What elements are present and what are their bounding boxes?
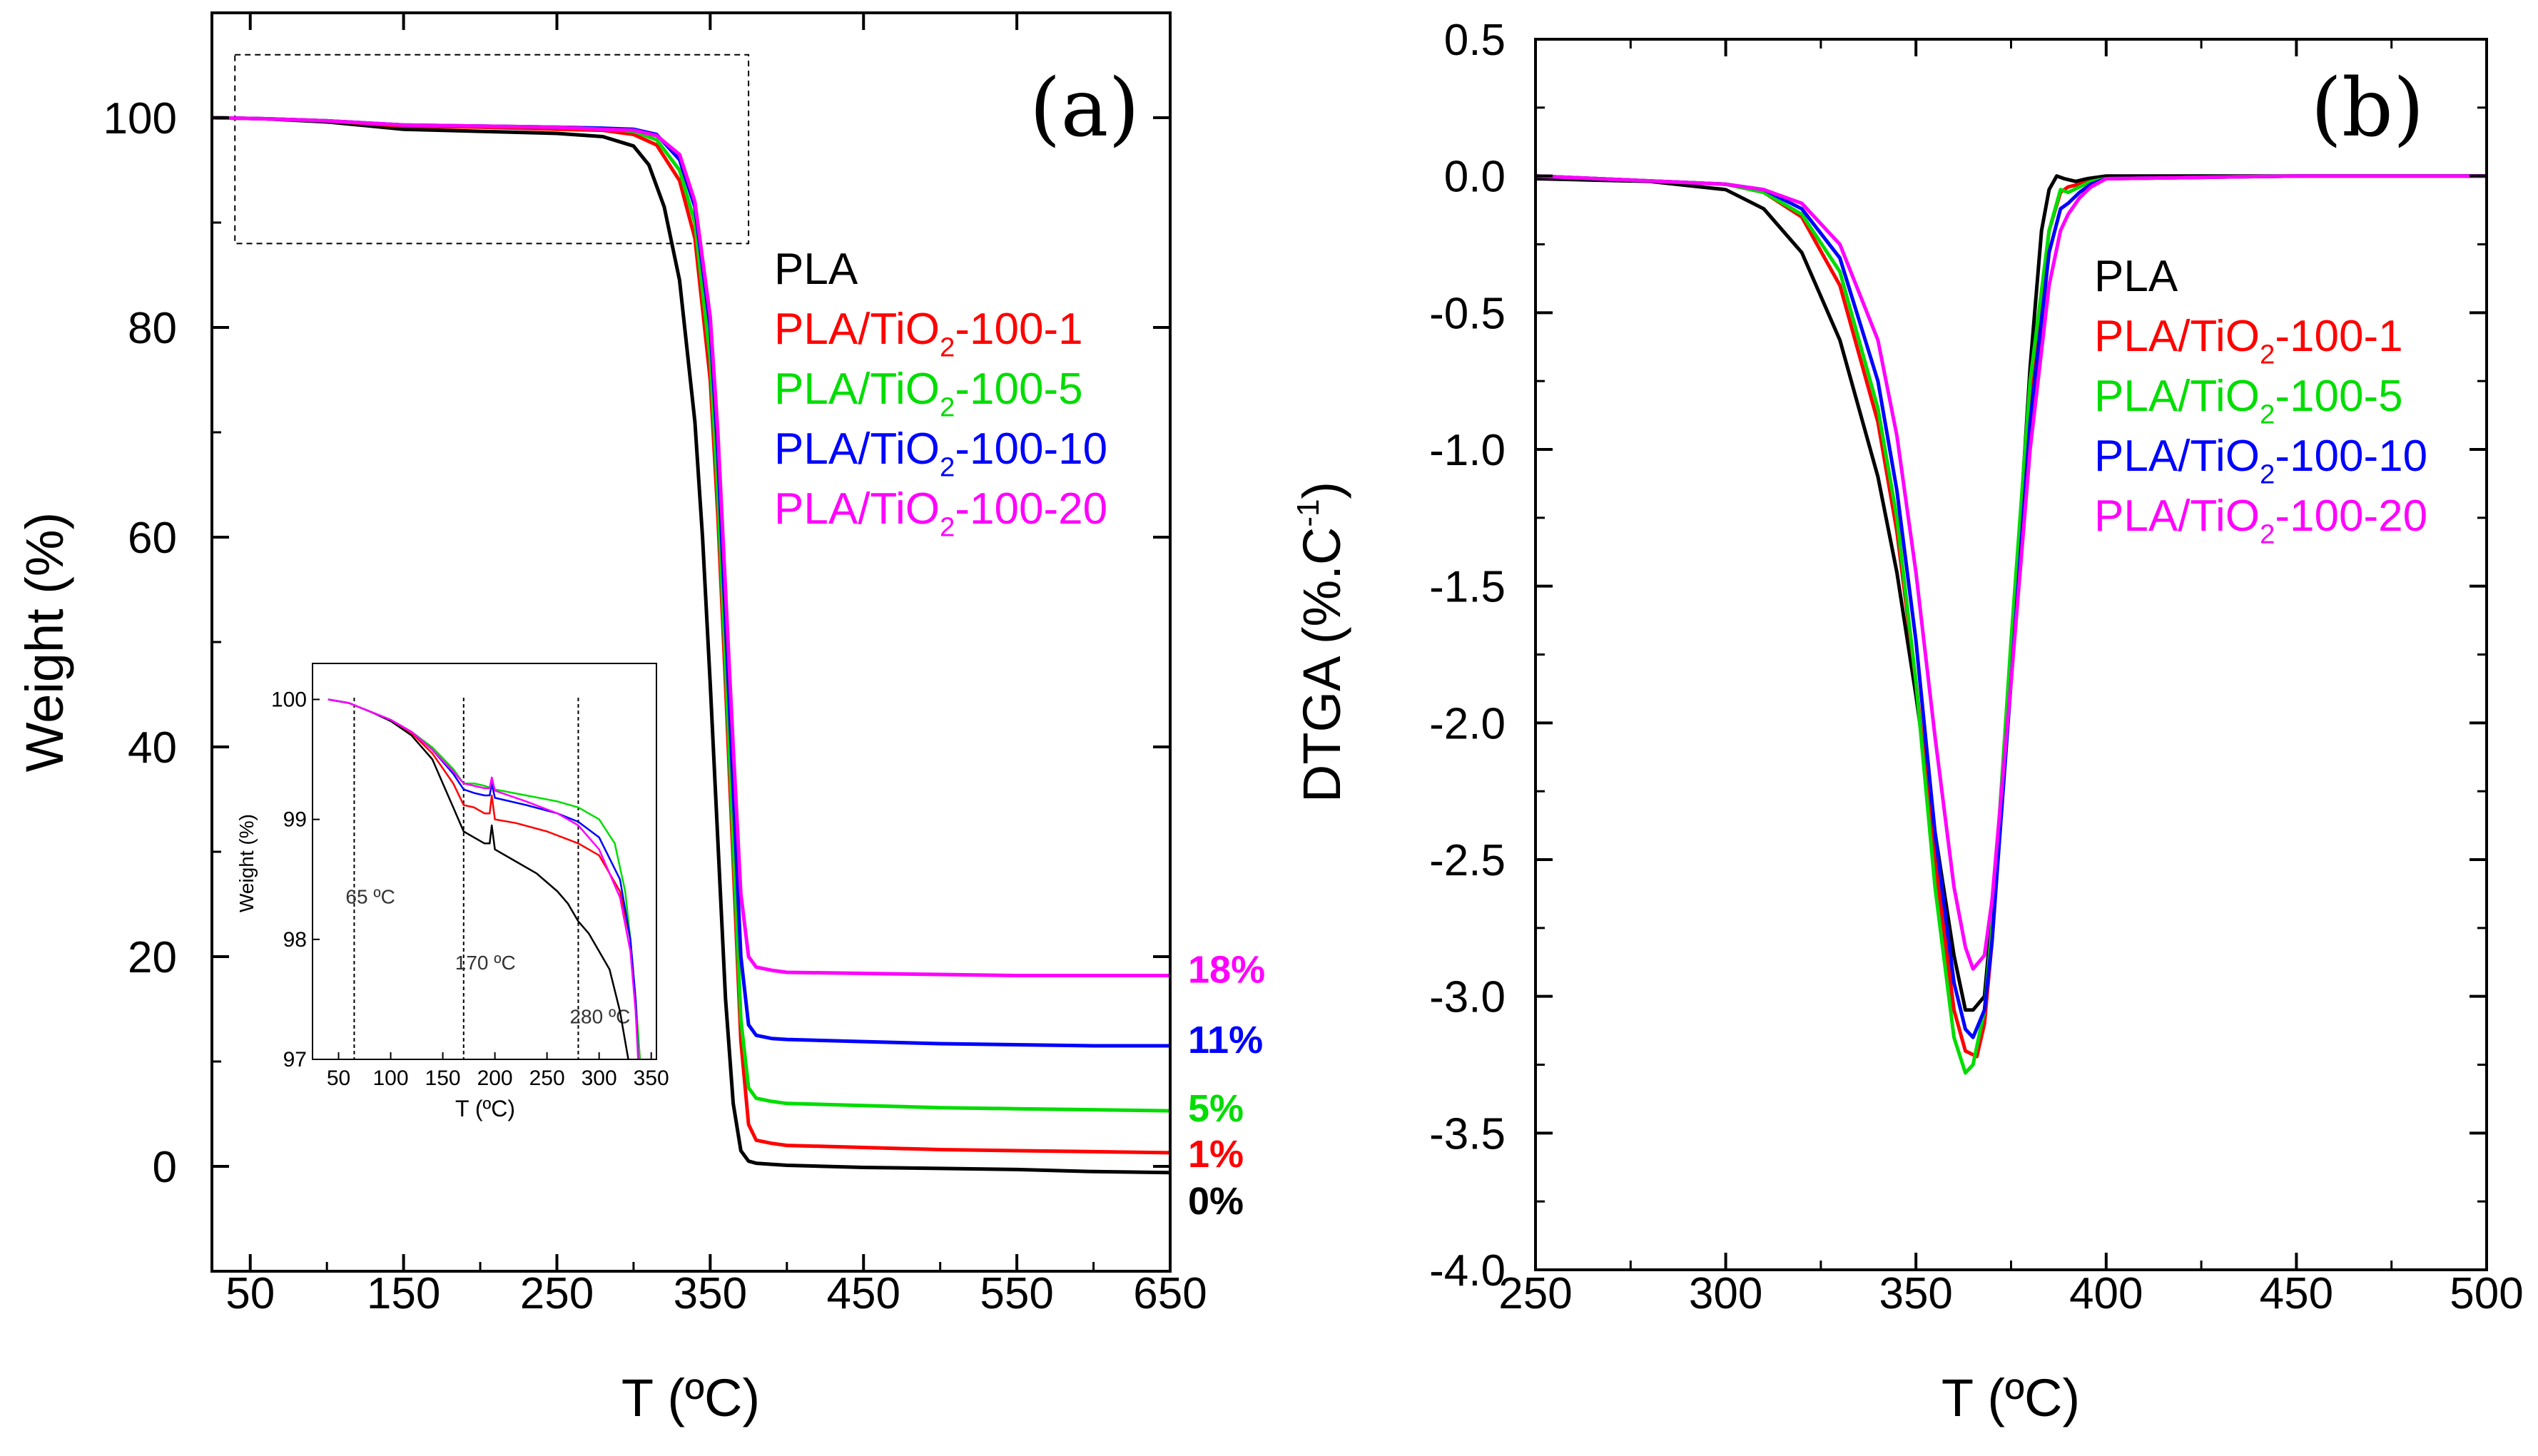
y-tick-label: -3.0 xyxy=(1429,973,1506,1022)
x-tick-label: 350 xyxy=(674,1269,747,1318)
legend-item-4: PLA/TiO2-100-20 xyxy=(2094,492,2427,549)
series-line-1 xyxy=(1535,174,2487,1059)
plot-frame xyxy=(210,11,1172,1273)
end-label: 18% xyxy=(1188,948,1265,991)
x-tick-label: 500 xyxy=(2450,1269,2523,1318)
series-line-0 xyxy=(1535,174,2487,1012)
y-tick-label: 60 xyxy=(128,514,177,563)
legend-item-0: PLA xyxy=(774,245,858,294)
y-tick-label: 0.5 xyxy=(1444,16,1506,65)
inset-frame xyxy=(312,663,657,1060)
x-tick-label: 250 xyxy=(520,1269,594,1318)
legend-item-1: PLA/TiO2-100-1 xyxy=(774,305,1083,362)
inset-x-tick-label: 50 xyxy=(327,1066,350,1090)
x-tick-label: 450 xyxy=(2260,1269,2333,1318)
legend-item-2: PLA/TiO2-100-5 xyxy=(774,365,1083,422)
inset-y-axis-label: Weight (%) xyxy=(235,814,258,912)
y-tick-label: 40 xyxy=(128,723,177,773)
inset-series xyxy=(328,698,641,1059)
series-line-4 xyxy=(1535,174,2487,971)
inset-y-tick-label: 97 xyxy=(283,1048,307,1071)
x-tick-label: 350 xyxy=(1879,1269,1952,1318)
inset-x-tick-label: 250 xyxy=(529,1066,565,1090)
legend-item-4: PLA/TiO2-100-20 xyxy=(774,484,1107,542)
x-axis-label: T (ºC) xyxy=(1941,1368,2080,1427)
inset-x-tick-label: 200 xyxy=(477,1066,513,1090)
series-line-3 xyxy=(1535,174,2487,1039)
x-tick-label: 400 xyxy=(2069,1269,2143,1318)
panel-label: (a) xyxy=(1030,62,1139,155)
x-tick-label: 650 xyxy=(1133,1269,1207,1318)
y-tick-label: 80 xyxy=(128,304,177,353)
inset-y-tick-label: 98 xyxy=(283,928,307,952)
y-tick-label: -3.5 xyxy=(1429,1109,1506,1159)
legend-item-1: PLA/TiO2-100-1 xyxy=(2094,312,2403,370)
x-tick-label: 50 xyxy=(225,1269,275,1318)
series-line-2 xyxy=(1535,174,2487,1075)
y-tick-label: 0 xyxy=(153,1143,177,1192)
y-tick-label: 0.0 xyxy=(1444,153,1506,202)
inset-y-tick-label: 100 xyxy=(271,688,307,711)
series-line-0 xyxy=(211,116,1171,1175)
inset-y-tick-label: 99 xyxy=(283,808,307,832)
inset-series-line-0 xyxy=(328,698,629,1059)
inset-x-tick-label: 100 xyxy=(373,1066,409,1090)
inset-series-line-4 xyxy=(328,698,639,1059)
y-tick-label: -2.5 xyxy=(1429,836,1506,885)
y-tick-label: -4.0 xyxy=(1429,1246,1506,1295)
end-label: 11% xyxy=(1188,1019,1263,1062)
legend-item-3: PLA/TiO2-100-10 xyxy=(774,424,1107,482)
y-tick-label: -0.5 xyxy=(1429,289,1506,338)
inset-frame-bg xyxy=(312,663,657,1060)
y-tick-label: -1.5 xyxy=(1429,563,1506,612)
x-axis-label: T (ºC) xyxy=(621,1368,760,1427)
y-tick-label: 20 xyxy=(128,933,177,982)
legend-item-3: PLA/TiO2-100-10 xyxy=(2094,432,2427,489)
end-label: 5% xyxy=(1188,1087,1244,1130)
y-axis-label: Weight (%) xyxy=(15,512,74,773)
x-tick-label: 550 xyxy=(980,1269,1053,1318)
x-tick-label: 150 xyxy=(367,1269,440,1318)
x-tick-label: 250 xyxy=(1498,1269,1572,1318)
inset-x-tick-label: 300 xyxy=(582,1066,617,1090)
annotation-label: 170 ºC xyxy=(455,952,516,974)
y-tick-label: 100 xyxy=(103,94,177,143)
end-label: 0% xyxy=(1188,1180,1244,1223)
inset-x-tick-label: 350 xyxy=(634,1066,669,1090)
y-tick-label: -2.0 xyxy=(1429,699,1506,748)
legend-item-2: PLA/TiO2-100-5 xyxy=(2094,372,2403,429)
panel-a: 50 150 250 350 450 550 650 0 20 40 60 80 100 T (ºC) We… xyxy=(15,11,1265,1427)
inset-x-tick-label: 150 xyxy=(425,1066,461,1090)
legend-item-0: PLA xyxy=(2094,252,2178,301)
x-tick-label: 300 xyxy=(1689,1269,1762,1318)
series-line-4 xyxy=(211,116,1170,977)
y-tick-label: -1.0 xyxy=(1429,426,1506,475)
end-label: 1% xyxy=(1188,1133,1244,1176)
panel-label: (b) xyxy=(2310,62,2424,155)
panel-b: 250 300 350 400 450 500 0.5 0.0 -0.5 -1.0 -1.5 -2.0… xyxy=(1291,16,2524,1427)
x-tick-label: 450 xyxy=(827,1269,900,1318)
y-axis-label: DTGA (%.C-1) xyxy=(1291,482,1351,803)
inset-x-axis-label: T (ºC) xyxy=(455,1096,515,1121)
annotation-label: 65 ºC xyxy=(345,885,395,907)
zoom-box xyxy=(234,54,750,245)
